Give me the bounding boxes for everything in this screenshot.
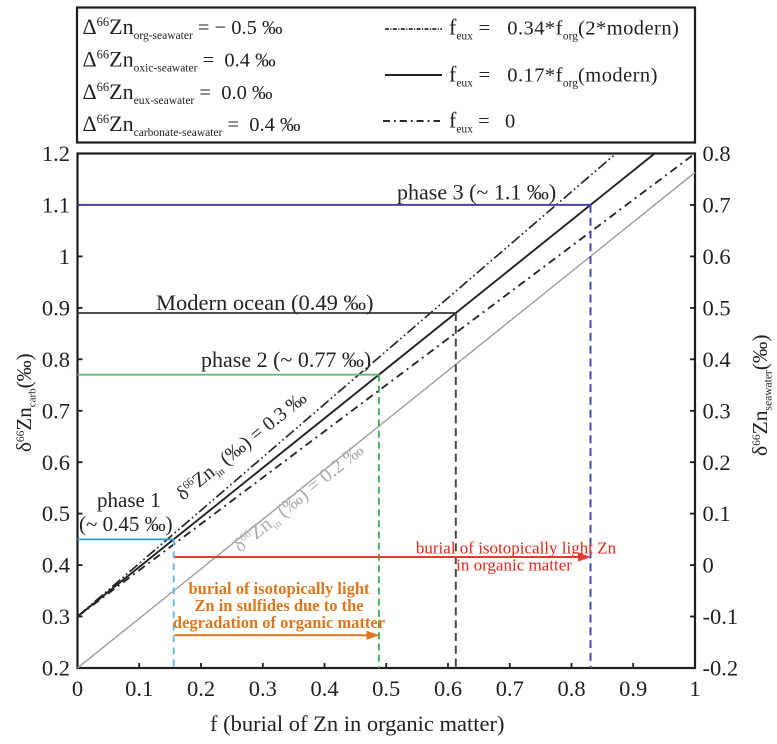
svg-text:0.6: 0.6 (434, 676, 462, 701)
svg-text:0.2: 0.2 (42, 656, 70, 681)
svg-text:0.4: 0.4 (703, 347, 731, 372)
svg-text:0.8: 0.8 (703, 141, 731, 166)
svg-text:phase 3 (~ 1.1 ‰): phase 3 (~ 1.1 ‰) (397, 180, 556, 205)
svg-text:0.7: 0.7 (496, 676, 524, 701)
svg-text:0.7: 0.7 (703, 193, 731, 218)
svg-text:0: 0 (703, 553, 714, 578)
svg-text:degradation of organic matter: degradation of organic matter (173, 613, 385, 632)
svg-text:0.2: 0.2 (187, 676, 215, 701)
svg-text:in organic matter: in organic matter (456, 556, 572, 575)
svg-text:0.5: 0.5 (372, 676, 400, 701)
svg-text:0.8: 0.8 (557, 676, 585, 701)
svg-text:0.7: 0.7 (42, 398, 70, 423)
svg-text:phase 2 (~ 0.77 ‰): phase 2 (~ 0.77 ‰) (201, 347, 371, 372)
svg-text:1.1: 1.1 (42, 193, 70, 218)
svg-text:-0.1: -0.1 (703, 604, 739, 629)
svg-text:0.4: 0.4 (42, 553, 70, 578)
svg-text:phase 1: phase 1 (97, 488, 161, 512)
svg-text:0.4: 0.4 (310, 676, 338, 701)
svg-text:f (burial of Zn in organic mat: f (burial of Zn in organic matter) (210, 711, 504, 736)
svg-text:0.8: 0.8 (42, 347, 70, 372)
svg-text:-0.2: -0.2 (703, 656, 739, 681)
svg-text:0.6: 0.6 (703, 244, 731, 269)
svg-text:Modern ocean (0.49 ‰): Modern ocean (0.49 ‰) (156, 290, 373, 315)
svg-text:feux = 0.17*forg(modern): feux = 0.17*forg(modern) (449, 62, 658, 90)
svg-text:1: 1 (689, 676, 700, 701)
svg-text:burial of isotopically light: burial of isotopically light (188, 579, 370, 598)
svg-text:0.1: 0.1 (703, 501, 731, 526)
svg-text:0.3: 0.3 (249, 676, 277, 701)
svg-text:1: 1 (59, 244, 70, 269)
svg-text:0.3: 0.3 (42, 604, 70, 629)
svg-text:0.5: 0.5 (42, 501, 70, 526)
svg-text:0.3: 0.3 (703, 398, 731, 423)
svg-text:1.2: 1.2 (42, 141, 70, 166)
svg-text:0.9: 0.9 (619, 676, 647, 701)
svg-text:0.9: 0.9 (42, 296, 70, 321)
svg-text:burial of isotopically light Z: burial of isotopically light Zn (416, 539, 617, 558)
svg-text:Zn in sulfides due to the: Zn in sulfides due to the (194, 596, 363, 615)
svg-text:0: 0 (72, 676, 83, 701)
svg-text:0.5: 0.5 (703, 296, 731, 321)
svg-text:δ66Zncarb(‰): δ66Zncarb(‰) (12, 353, 39, 452)
svg-text:0.6: 0.6 (42, 450, 70, 475)
svg-text:0.2: 0.2 (703, 450, 731, 475)
svg-text:(~ 0.45 ‰): (~ 0.45 ‰) (79, 512, 173, 536)
svg-text:0.1: 0.1 (125, 676, 153, 701)
